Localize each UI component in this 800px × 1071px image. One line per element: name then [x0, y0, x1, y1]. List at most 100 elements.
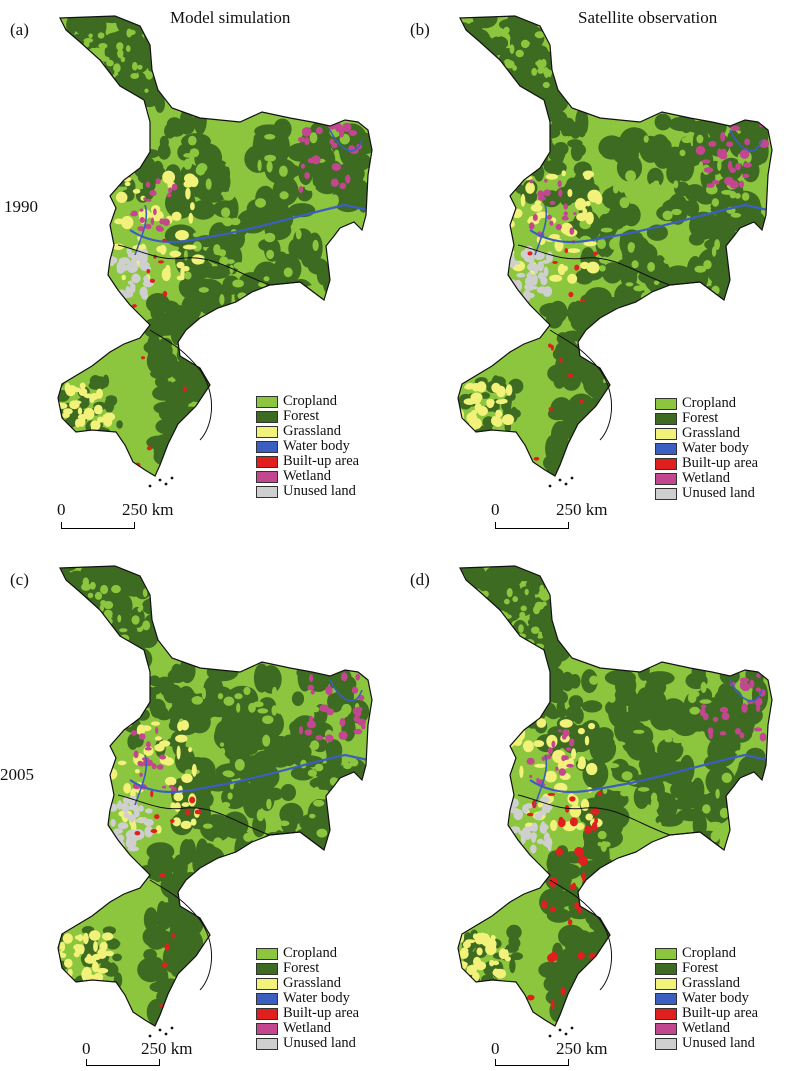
- cropland-patch: [533, 605, 540, 615]
- forest-patch: [253, 663, 270, 693]
- forest-patch: [117, 713, 125, 726]
- unused-land-patch: [512, 841, 520, 847]
- wetland-patch: [711, 179, 720, 185]
- panel-label: (c): [10, 570, 29, 589]
- grassland-patch: [183, 180, 193, 188]
- cropland-patch: [243, 686, 251, 696]
- cropland-patch: [99, 604, 105, 612]
- forest-patch: [99, 16, 125, 24]
- legend-label: Cropland: [283, 393, 337, 409]
- forest-patch: [147, 852, 176, 876]
- cropland-patch: [106, 59, 114, 67]
- unused-land-patch: [539, 825, 547, 834]
- built-up-patch: [547, 792, 556, 796]
- legend-label: Forest: [682, 410, 719, 426]
- grassland-patch: [561, 170, 566, 177]
- grassland-patch: [106, 173, 116, 186]
- built-up-patch: [540, 900, 548, 909]
- forest-patch: [510, 952, 523, 961]
- forest-patch: [263, 742, 279, 772]
- forest-patch: [88, 78, 110, 100]
- grassland-patch: [580, 798, 590, 811]
- cropland-patch: [621, 771, 633, 781]
- grassland-patch: [500, 398, 508, 404]
- forest-patch: [688, 232, 705, 246]
- cropland-patch: [69, 36, 75, 46]
- cropland-patch: [309, 695, 321, 700]
- wetland-patch: [543, 189, 551, 197]
- cropland-patch: [710, 830, 720, 843]
- grassland-patch: [115, 191, 128, 203]
- unused-land-patch: [127, 252, 137, 259]
- forest-patch: [488, 86, 514, 104]
- forest-patch: [165, 381, 175, 406]
- forest-patch: [187, 339, 212, 358]
- forest-patch: [745, 784, 763, 811]
- legend-item-forest: Forest: [655, 411, 758, 426]
- cropland-patch: [252, 701, 264, 708]
- forest-patch: [603, 444, 626, 466]
- grassland-patch: [151, 721, 160, 726]
- grassland-patch: [481, 937, 493, 947]
- grassland-patch: [504, 956, 511, 962]
- grassland-patch: [165, 264, 171, 277]
- forest-patch: [730, 806, 757, 833]
- forest-patch: [262, 136, 285, 166]
- grassland-patch: [188, 212, 194, 224]
- legend-item-forest: Forest: [256, 961, 359, 976]
- built-up-patch: [571, 448, 577, 453]
- cropland-patch: [734, 243, 744, 248]
- cropland-patch: [542, 601, 547, 607]
- forest-patch: [164, 318, 191, 330]
- forest-patch: [513, 683, 527, 695]
- panel-label: (b): [410, 20, 430, 39]
- forest-patch: [536, 124, 548, 135]
- cropland-patch: [234, 693, 243, 700]
- wetland-patch: [159, 218, 164, 225]
- wetland-patch: [759, 732, 767, 742]
- built-up-patch: [527, 994, 535, 1001]
- grassland-patch: [489, 959, 495, 967]
- built-up-patch: [568, 991, 574, 1001]
- island: [564, 482, 568, 486]
- legend-item-unused-land: Unused land: [256, 1036, 359, 1051]
- wetland-patch: [735, 163, 741, 171]
- forest-patch: [567, 393, 595, 420]
- cropland-patch: [307, 769, 317, 777]
- cropland-patch: [71, 589, 77, 599]
- forest-patch: [331, 674, 357, 695]
- cropland-patch: [608, 694, 616, 703]
- cropland-patch: [264, 232, 276, 243]
- legend-item-water-body: Water body: [256, 439, 359, 454]
- built-up-patch: [548, 343, 552, 348]
- forest-patch: [520, 673, 533, 689]
- wetland-patch: [341, 672, 348, 682]
- forest-patch: [594, 727, 614, 744]
- cropland-patch: [625, 843, 633, 849]
- built-up-patch: [555, 848, 564, 856]
- cropland-patch: [232, 279, 244, 288]
- cropland-patch: [735, 750, 744, 755]
- forest-patch: [574, 453, 594, 467]
- cropland-patch: [703, 260, 712, 270]
- forest-patch: [190, 876, 211, 889]
- forest-patch: [485, 566, 504, 582]
- wetland-patch: [309, 674, 314, 683]
- forest-patch: [189, 462, 207, 475]
- forest-patch: [571, 416, 599, 430]
- forest-patch: [169, 990, 184, 1007]
- legend-label: Grassland: [682, 975, 740, 991]
- cropland-patch: [100, 584, 109, 595]
- grassland-patch: [74, 943, 80, 953]
- forest-patch: [58, 628, 61, 655]
- cropland-patch: [709, 821, 722, 827]
- forest-patch: [503, 634, 522, 647]
- wetland-patch: [298, 186, 304, 193]
- built-up-patch: [574, 264, 580, 271]
- forest-patch: [465, 61, 494, 72]
- wetland-patch: [702, 712, 709, 721]
- forest-patch: [534, 164, 545, 182]
- cropland-patch: [189, 148, 200, 158]
- grassland-patch: [534, 204, 542, 212]
- forest-patch: [606, 325, 621, 341]
